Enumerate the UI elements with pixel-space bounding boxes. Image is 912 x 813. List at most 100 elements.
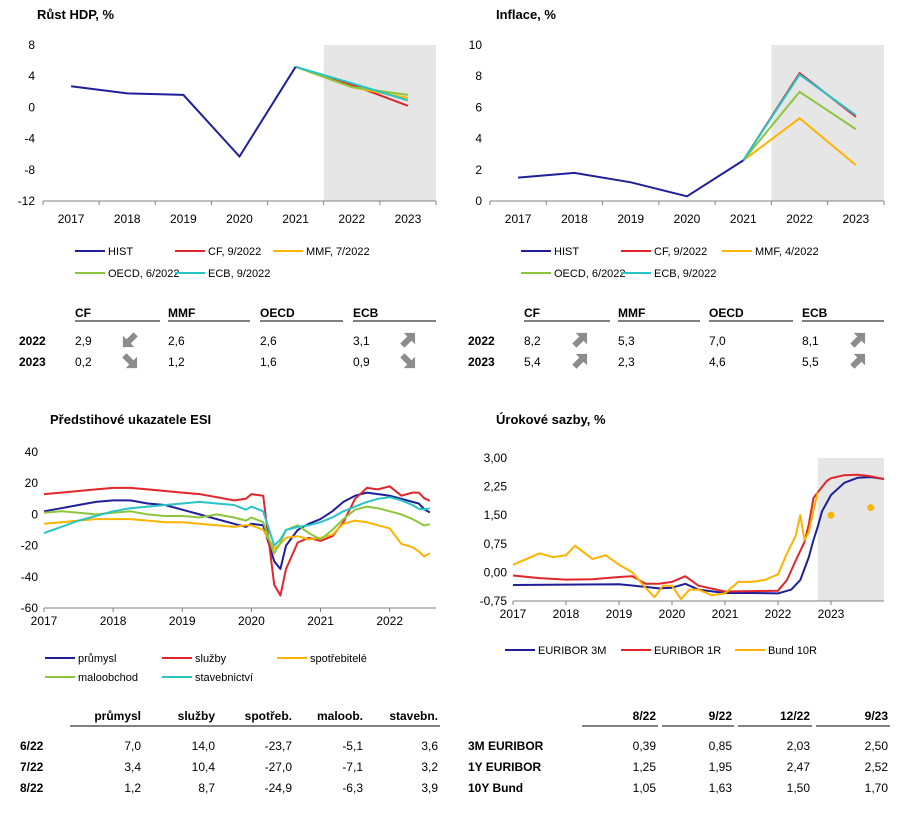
row-year: 2022 — [19, 334, 46, 348]
x-tick-label: 2023 — [843, 212, 870, 226]
series-line-mmf — [742, 117, 857, 166]
trend-arrow-icon — [572, 332, 588, 348]
inflation-chart: 10 8 6 4 2 0 2017 2018 2019 2020 2021 2022 2023 — [469, 38, 885, 226]
legend-label: HIST — [108, 246, 133, 258]
x-tick-label: 2022 — [765, 607, 792, 621]
series-line — [512, 476, 885, 595]
forecast-marker — [827, 511, 835, 519]
y-tick-label: -20 — [21, 539, 39, 553]
table-cell: 0,2 — [75, 355, 92, 369]
x-tick-label: 2017 — [58, 212, 85, 226]
table-cell: 2,52 — [865, 760, 889, 774]
trend-arrow-icon — [850, 332, 866, 348]
legend-label: maloobchod — [78, 672, 138, 684]
table-cell: 1,70 — [865, 781, 889, 795]
legend-label: stavebnictví — [195, 672, 253, 684]
table-cell: 5,5 — [802, 355, 819, 369]
trend-arrow-icon — [400, 353, 416, 369]
table-cell: 2,3 — [618, 355, 635, 369]
table-cell: 8,1 — [802, 334, 819, 348]
forecast-shading — [817, 458, 884, 601]
esi-title: Předstihové ukazatele ESI — [50, 412, 211, 427]
table-cell: 1,63 — [709, 781, 733, 795]
y-tick-label: 2,25 — [484, 480, 508, 494]
table-cell: 3,4 — [124, 760, 141, 774]
row-label: 7/22 — [20, 760, 44, 774]
table-cell: 2,47 — [787, 760, 811, 774]
row-label: 8/22 — [20, 781, 44, 795]
y-tick-label: 0,00 — [484, 565, 508, 579]
y-tick-label: 8 — [475, 69, 482, 83]
y-tick-label: -8 — [24, 163, 35, 177]
y-tick-label: 0 — [28, 100, 35, 114]
table-cell: 0,85 — [709, 739, 733, 753]
x-tick-label: 2021 — [307, 614, 334, 628]
x-tick-label: 2017 — [31, 614, 58, 628]
x-tick-label: 2019 — [170, 212, 197, 226]
forecast-shading — [771, 45, 884, 201]
y-tick-label: 4 — [28, 69, 35, 83]
y-tick-label: 3,00 — [484, 451, 508, 465]
table-cell: 2,6 — [260, 334, 277, 348]
table-cell: 2,9 — [75, 334, 92, 348]
y-tick-label: 1,50 — [484, 508, 508, 522]
y-tick-label: 20 — [25, 476, 39, 490]
table-cell: 1,50 — [787, 781, 811, 795]
table-cell: 1,95 — [709, 760, 733, 774]
series-line — [43, 485, 431, 597]
table-cell: 0,9 — [353, 355, 370, 369]
row-year: 2023 — [468, 355, 495, 369]
y-tick-label: 4 — [475, 132, 482, 146]
series-line-oecd — [295, 65, 409, 96]
y-tick-label: -60 — [21, 601, 39, 615]
legend-label: MMF, 7/2022 — [306, 246, 370, 258]
table-header: CF — [524, 306, 540, 320]
inflation-title: Inflace, % — [496, 7, 556, 22]
x-tick-label: 2021 — [730, 212, 757, 226]
table-cell: 10,4 — [192, 760, 216, 774]
arrow-shape — [122, 353, 138, 369]
table-cell: -5,1 — [342, 739, 363, 753]
legend-label: CF, 9/2022 — [654, 246, 707, 258]
x-tick-label: 2022 — [376, 614, 403, 628]
table-cell: 4,6 — [709, 355, 726, 369]
table-header: OECD — [709, 306, 744, 320]
y-tick-label: 10 — [469, 38, 483, 52]
series-line — [43, 491, 431, 570]
x-tick-label: 2020 — [226, 212, 253, 226]
row-label: 10Y Bund — [468, 781, 523, 795]
x-tick-label: 2020 — [238, 614, 265, 628]
y-tick-label: 6 — [475, 100, 482, 114]
series-line-ecb — [295, 65, 409, 102]
table-cell: 5,4 — [524, 355, 541, 369]
table-cell: -27,0 — [265, 760, 293, 774]
legend-label: OECD, 6/2022 — [108, 268, 180, 280]
x-tick-label: 2018 — [100, 614, 127, 628]
table-cell: 2,50 — [865, 739, 889, 753]
arrow-shape — [400, 332, 416, 348]
legend-label: EURIBOR 3M — [538, 645, 606, 657]
series-line — [43, 496, 430, 547]
table-cell: -24,9 — [265, 781, 293, 795]
table-cell: 0,39 — [633, 739, 657, 753]
legend-label: průmysl — [78, 653, 117, 665]
table-cell: 2,03 — [787, 739, 811, 753]
table-header: MMF — [618, 306, 645, 320]
legend-label: HIST — [554, 246, 579, 258]
y-tick-label: 8 — [28, 38, 35, 52]
table-header: maloob. — [317, 709, 363, 723]
table-cell: 2,6 — [168, 334, 185, 348]
gdp-title: Růst HDP, % — [37, 7, 114, 22]
x-tick-label: 2022 — [338, 212, 365, 226]
table-header: ECB — [802, 306, 828, 320]
x-tick-label: 2019 — [169, 614, 196, 628]
table-header: ECB — [353, 306, 379, 320]
arrow-shape — [572, 332, 588, 348]
table-cell: 5,3 — [618, 334, 635, 348]
y-tick-label: 2 — [475, 163, 482, 177]
table-cell: -7,1 — [342, 760, 363, 774]
table-header: MMF — [168, 306, 195, 320]
series-line-hist — [70, 66, 297, 159]
rates-title: Úrokové sazby, % — [496, 412, 606, 427]
